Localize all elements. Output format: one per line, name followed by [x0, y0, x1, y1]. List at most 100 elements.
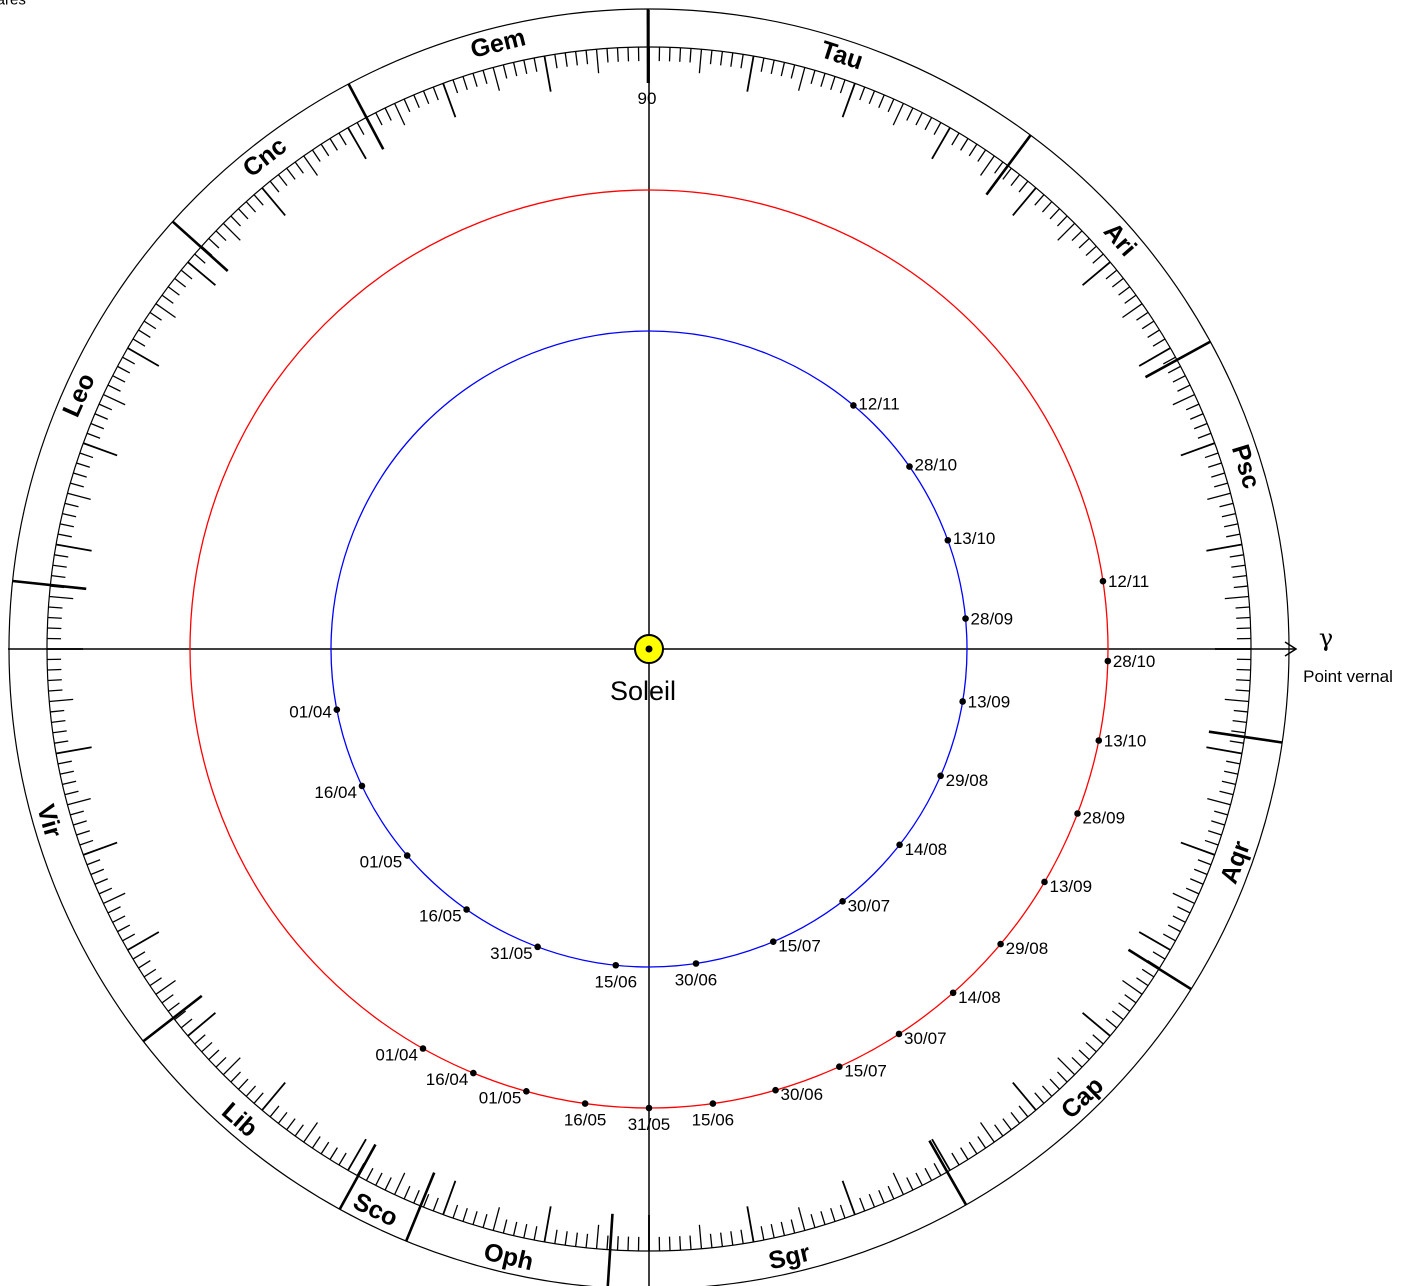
degree-tick [841, 1180, 856, 1216]
degree-tick [1177, 384, 1191, 392]
degree-tick [127, 931, 160, 951]
degree-tick [338, 132, 347, 146]
degree-tick [512, 1221, 518, 1236]
degree-tick [1190, 878, 1204, 885]
mars-date-label: 16/04 [426, 1070, 469, 1089]
degree-tick [839, 1204, 846, 1219]
degree-tick [294, 161, 304, 174]
degree-tick [320, 1141, 330, 1155]
degree-tick [595, 1224, 600, 1249]
degree-tick [82, 841, 118, 856]
degree-tick [122, 933, 136, 942]
degree-tick [1049, 208, 1061, 220]
degree-tick [1207, 492, 1231, 501]
degree-tick [1172, 892, 1195, 905]
degree-tick [859, 1197, 866, 1212]
degree-tick [1071, 1056, 1083, 1068]
degree-tick [143, 968, 157, 978]
mars-date-label: 01/05 [479, 1088, 522, 1107]
degree-tick [1177, 906, 1191, 914]
mars-position-dot [709, 1100, 717, 1107]
degree-tick [201, 1041, 213, 1053]
degree-tick [868, 1193, 876, 1208]
degree-tick [1229, 740, 1244, 744]
degree-tick [746, 55, 755, 92]
degree-tick [1034, 1092, 1045, 1104]
degree-tick [117, 924, 131, 933]
degree-tick [1122, 979, 1143, 995]
degree-tick [1231, 730, 1246, 734]
mars-date-label: 28/10 [1113, 652, 1156, 671]
constellation-label-cnc: Cnc [238, 132, 293, 183]
degree-tick [564, 1231, 568, 1246]
mars-position-dot [1095, 737, 1103, 744]
degree-tick [222, 1057, 241, 1076]
degree-tick [533, 1226, 538, 1241]
degree-tick [1193, 868, 1208, 876]
degree-tick [365, 1167, 374, 1181]
degree-tick [82, 442, 118, 457]
mars-date-label: 15/06 [692, 1111, 735, 1130]
degree-tick [1078, 237, 1090, 249]
mars-position-dot [836, 1063, 843, 1070]
degree-tick [1197, 859, 1212, 866]
degree-tick [60, 770, 74, 775]
degree-tick [698, 1224, 703, 1249]
degree-tick [103, 393, 126, 406]
degree-tick [462, 1208, 468, 1222]
degree-tick [1232, 574, 1247, 578]
degree-tick [931, 1138, 951, 1171]
degree-tick [1085, 1041, 1097, 1053]
degree-tick [442, 82, 457, 118]
degree-tick [384, 107, 392, 121]
constellation-boundary [338, 1143, 377, 1210]
degree-tick [960, 1147, 969, 1160]
degree-tick [797, 67, 806, 91]
degree-tick [375, 1172, 383, 1186]
degree-tick [1012, 187, 1037, 216]
degree-tick [770, 60, 775, 74]
degree-tick [161, 994, 174, 1004]
mars-date-label: 01/04 [375, 1045, 418, 1064]
degree-tick [1235, 606, 1250, 609]
degree-tick [67, 492, 91, 501]
degree-tick [790, 1219, 796, 1234]
constellation-label-tau: Tau [817, 36, 866, 76]
earth-date-label: 12/11 [858, 394, 899, 413]
degree-tick [311, 149, 321, 162]
degree-tick [64, 790, 79, 796]
degree-tick [616, 1236, 619, 1251]
degree-tick [413, 94, 420, 108]
degree-tick [979, 155, 995, 176]
constellation-boundary [347, 83, 385, 150]
constellation-boundary [12, 579, 87, 591]
earth-position-dot [692, 960, 700, 967]
degree-tick [261, 187, 286, 216]
degree-tick [1041, 201, 1053, 213]
degree-tick [543, 1206, 552, 1243]
degree-tick [1124, 994, 1137, 1004]
degree-tick [127, 347, 160, 367]
degree-tick [1185, 887, 1200, 895]
degree-tick [269, 1105, 280, 1118]
degree-tick [780, 62, 786, 77]
degree-tick [161, 294, 174, 304]
earth-position-dot [403, 852, 411, 859]
degree-tick [48, 606, 63, 609]
constellation-label-leo: Leo [57, 369, 101, 421]
degree-tick [1152, 951, 1166, 960]
degree-tick [1221, 780, 1236, 786]
vernal-point-label: Point vernal [1303, 667, 1393, 686]
constellation-boundary [171, 220, 229, 272]
degree-tick [746, 1206, 755, 1243]
degree-tick [70, 810, 84, 816]
degree-tick [554, 54, 558, 69]
degree-tick [1231, 564, 1246, 568]
degree-tick [720, 51, 724, 66]
degree-tick [1136, 311, 1149, 321]
earth-date-label: 30/07 [848, 896, 891, 915]
degree-tick [107, 384, 121, 392]
degree-tick [1236, 679, 1251, 682]
mars-date-label: 14/08 [958, 988, 1001, 1007]
